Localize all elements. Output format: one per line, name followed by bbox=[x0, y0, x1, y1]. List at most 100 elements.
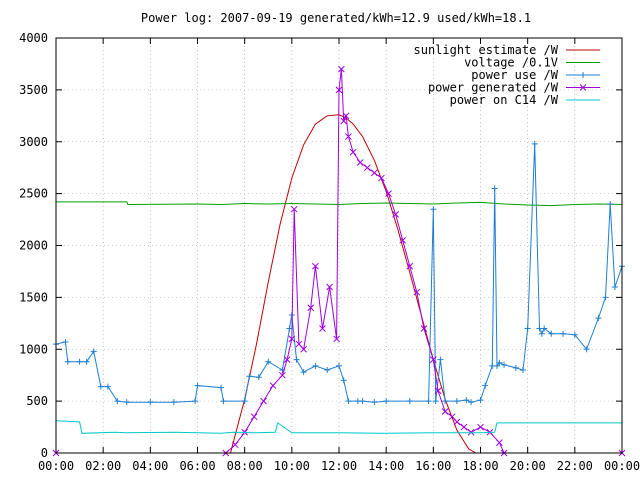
x-tick-label: 00:00 bbox=[38, 459, 74, 473]
data-point bbox=[607, 201, 614, 207]
data-point bbox=[104, 383, 111, 390]
data-point bbox=[218, 384, 225, 391]
series-2 bbox=[53, 140, 625, 406]
y-tick-label: 2000 bbox=[19, 239, 48, 253]
legend-label: power use /W bbox=[471, 68, 558, 82]
data-point bbox=[290, 205, 298, 213]
x-tick-label: 22:00 bbox=[557, 459, 593, 473]
data-point bbox=[241, 398, 248, 405]
data-point bbox=[333, 335, 340, 343]
x-tick-label: 02:00 bbox=[85, 459, 121, 473]
data-point bbox=[406, 262, 414, 270]
data-point bbox=[477, 397, 484, 404]
data-point bbox=[519, 367, 526, 373]
legend-entry: power use /W bbox=[471, 68, 600, 82]
data-point bbox=[491, 185, 498, 192]
data-point bbox=[194, 382, 201, 389]
data-point bbox=[399, 236, 407, 244]
data-point bbox=[501, 361, 508, 368]
data-point bbox=[231, 441, 239, 449]
data-point bbox=[571, 331, 578, 338]
x-tick-label: 20:00 bbox=[510, 459, 546, 473]
y-tick-label: 3500 bbox=[19, 83, 48, 97]
data-point bbox=[548, 330, 555, 337]
data-point bbox=[392, 211, 399, 218]
data-point bbox=[437, 356, 444, 363]
data-point bbox=[524, 325, 531, 332]
data-point bbox=[307, 304, 315, 312]
data-point bbox=[583, 346, 590, 353]
data-point bbox=[255, 374, 262, 381]
data-point bbox=[76, 358, 83, 365]
data-point bbox=[611, 284, 618, 290]
data-point bbox=[288, 335, 296, 343]
x-tick-label: 10:00 bbox=[274, 459, 310, 473]
data-point bbox=[340, 377, 347, 384]
legend-label: voltage /0.1V bbox=[464, 56, 558, 70]
data-point bbox=[336, 362, 342, 369]
legend-label: power on C14 /W bbox=[450, 93, 559, 107]
data-point bbox=[420, 325, 428, 332]
data-point bbox=[512, 364, 519, 371]
x-tick-label: 18:00 bbox=[462, 459, 498, 473]
legend-entry: voltage /0.1V bbox=[464, 56, 600, 70]
data-point bbox=[345, 398, 352, 405]
data-point bbox=[463, 397, 470, 404]
data-point bbox=[338, 65, 345, 73]
data-point bbox=[192, 398, 199, 405]
data-point bbox=[269, 382, 277, 389]
data-point bbox=[468, 399, 475, 406]
data-point bbox=[300, 345, 307, 353]
x-tick-label: 14:00 bbox=[368, 459, 404, 473]
data-point bbox=[541, 325, 548, 332]
legend-marker bbox=[579, 84, 587, 91]
data-point bbox=[170, 399, 177, 406]
y-tick-label: 2500 bbox=[19, 187, 48, 201]
data-point bbox=[114, 398, 121, 405]
legend-entry: power on C14 /W bbox=[450, 93, 600, 107]
series-line bbox=[230, 114, 477, 454]
legend-entry: sunlight estimate /W bbox=[414, 43, 600, 57]
data-point bbox=[482, 382, 489, 389]
data-point bbox=[279, 371, 286, 379]
data-point bbox=[97, 383, 104, 390]
data-point bbox=[378, 174, 385, 182]
data-point bbox=[496, 359, 503, 366]
data-point bbox=[453, 418, 461, 426]
data-point bbox=[477, 423, 484, 431]
data-point bbox=[349, 148, 357, 156]
axis-ticks: 0 500 1000 1500 2000 2500 3000 3500 4000 00:00 02:… bbox=[19, 31, 640, 473]
x-tick-label: 04:00 bbox=[132, 459, 168, 473]
data-point bbox=[260, 397, 267, 405]
data-point bbox=[453, 398, 460, 405]
series-line bbox=[56, 69, 622, 454]
data-point bbox=[363, 164, 371, 172]
x-tick-label: 06:00 bbox=[179, 459, 215, 473]
data-point bbox=[340, 117, 348, 125]
y-tick-label: 500 bbox=[26, 394, 48, 408]
data-point bbox=[538, 330, 545, 337]
data-point bbox=[265, 358, 272, 365]
data-point bbox=[371, 169, 378, 177]
data-point bbox=[560, 330, 567, 337]
series-0 bbox=[230, 114, 477, 454]
data-point bbox=[147, 399, 154, 406]
y-tick-label: 1500 bbox=[19, 290, 48, 304]
data-point bbox=[246, 373, 253, 380]
y-tick-label: 0 bbox=[41, 446, 48, 460]
data-point bbox=[383, 398, 390, 405]
data-point bbox=[123, 399, 130, 406]
chart-title: Power log: 2007-09-19 generated/kWh=12.9… bbox=[141, 11, 531, 25]
legend-label: sunlight estimate /W bbox=[414, 43, 559, 57]
data-point bbox=[429, 356, 437, 363]
data-point bbox=[441, 408, 449, 415]
data-point bbox=[425, 398, 432, 405]
data-point bbox=[83, 358, 90, 365]
data-point bbox=[64, 358, 71, 365]
y-tick-label: 3000 bbox=[19, 135, 48, 149]
series-4 bbox=[55, 420, 622, 434]
x-tick-label: 16:00 bbox=[415, 459, 451, 473]
data-point bbox=[250, 413, 258, 421]
data-point bbox=[385, 190, 392, 197]
